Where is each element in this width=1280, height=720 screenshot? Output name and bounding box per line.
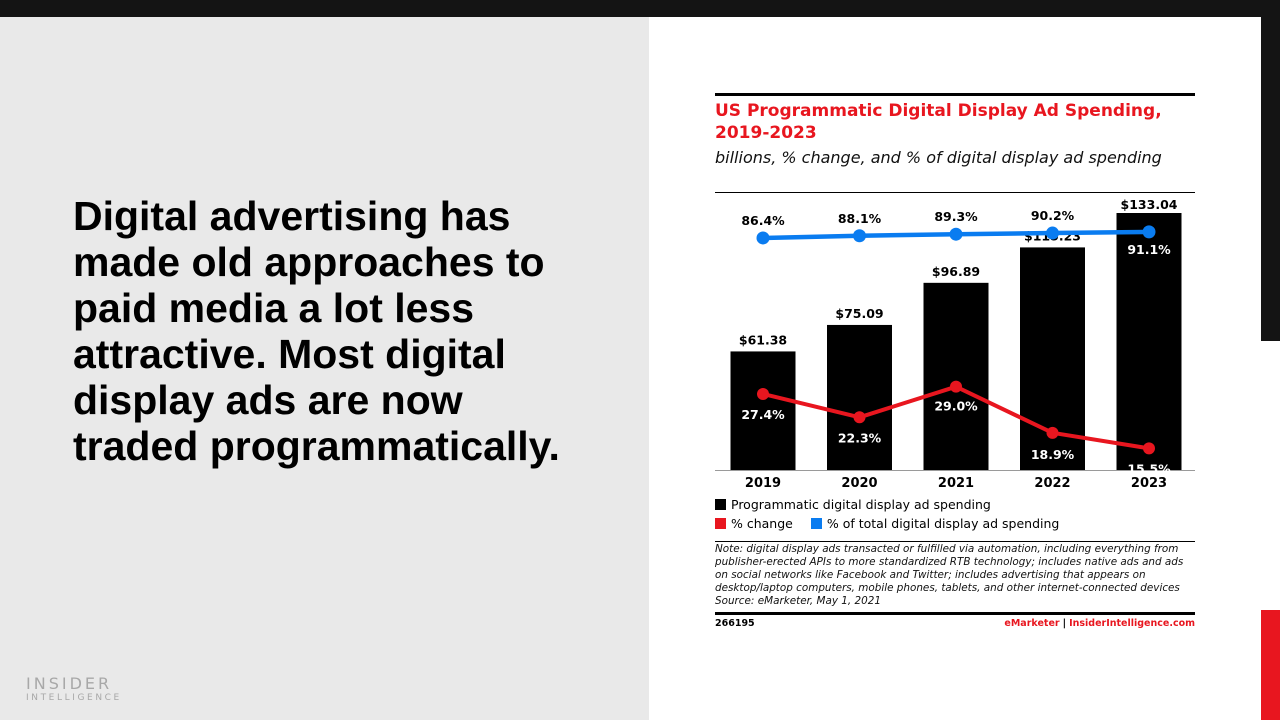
x-tick-label-2021: 2021 (938, 476, 974, 491)
brand-emarketer: eMarketer (1004, 618, 1060, 629)
share-label-2020: 88.1% (838, 211, 882, 226)
bar-value-label-2019: $61.38 (739, 332, 787, 347)
bar-value-label-2021: $96.89 (932, 264, 980, 279)
bar-2023 (1116, 213, 1182, 470)
chart-subtitle: billions, % change, and % of digital dis… (715, 148, 1162, 167)
change-point-2019 (757, 387, 769, 400)
share-point-2022 (1046, 226, 1059, 240)
logo-top-text: INSIDER (26, 674, 113, 693)
legend-swatch-share (810, 518, 822, 529)
legend-item-bar: Programmatic digital display ad spending (715, 497, 991, 512)
x-tick-label-2019: 2019 (745, 476, 781, 491)
legend-item-change: % change (715, 516, 793, 531)
legend-row-2: % change % of total digital display ad s… (715, 516, 1073, 531)
legend-label-change: % change (731, 516, 793, 531)
insider-intelligence-logo: INSIDER INTELLIGENCE (26, 675, 122, 704)
bar-2021 (923, 282, 989, 470)
legend-swatch-bar (715, 499, 726, 510)
top-bar (0, 0, 1280, 17)
chart-id: 266195 (715, 618, 755, 629)
share-point-2019 (756, 231, 770, 245)
chart-plot: $61.38$75.09$96.89$115.23$133.0427.4%22.… (715, 197, 1195, 491)
edge-accent-white (1261, 341, 1280, 610)
change-point-2021 (950, 380, 962, 393)
chart-note: Note: digital display ads transacted or … (715, 543, 1195, 608)
chart-top-rule (715, 93, 1195, 96)
x-tick-label-2022: 2022 (1034, 476, 1070, 491)
legend-row-1: Programmatic digital display ad spending (715, 497, 1005, 512)
chart-header-rule (715, 192, 1195, 193)
chart-title: US Programmatic Digital Display Ad Spend… (715, 101, 1162, 143)
x-tick-label-2023: 2023 (1131, 476, 1167, 491)
change-label-2020: 22.3% (838, 430, 882, 445)
x-tick-label-2020: 2020 (841, 476, 877, 491)
legend-swatch-change (715, 518, 726, 529)
legend-label-share: % of total digital display ad spending (826, 516, 1060, 531)
legend-item-share: % of total digital display ad spending (810, 516, 1060, 531)
share-label-2023: 91.1% (1127, 242, 1171, 257)
change-label-2023: 15.5% (1127, 461, 1171, 476)
change-point-2022 (1046, 426, 1059, 439)
share-point-2021 (949, 227, 963, 241)
left-panel (0, 17, 649, 720)
change-label-2022: 18.9% (1031, 447, 1075, 462)
share-point-2020 (853, 229, 866, 243)
logo-bottom-text: INTELLIGENCE (26, 693, 122, 703)
change-point-2023 (1143, 442, 1155, 455)
legend-label-bar: Programmatic digital display ad spending (731, 497, 991, 512)
brand-insider-intelligence: InsiderIntelligence.com (1069, 618, 1195, 629)
footer-rule (715, 612, 1195, 615)
slide-headline: Digital advertising has made old approac… (73, 193, 560, 469)
share-point-2023 (1142, 225, 1156, 239)
change-label-2019: 27.4% (741, 407, 785, 422)
chart-note-text: Note: digital display ads transacted or … (715, 543, 1184, 594)
share-label-2022: 90.2% (1031, 208, 1075, 223)
share-label-2019: 86.4% (741, 213, 785, 228)
brand-separator: | (1062, 618, 1067, 629)
edge-accent-red (1261, 610, 1280, 720)
bar-value-label-2023: $133.04 (1121, 197, 1178, 212)
bar-value-label-2020: $75.09 (835, 306, 883, 321)
note-rule (715, 541, 1195, 542)
edge-accent-black (1261, 17, 1280, 341)
change-point-2020 (853, 411, 866, 424)
share-label-2021: 89.3% (934, 209, 978, 224)
change-label-2021: 29.0% (934, 399, 978, 414)
chart-source: Source: eMarketer, May 1, 2021 (715, 595, 881, 607)
source-brand: eMarketer | InsiderIntelligence.com (900, 618, 1195, 629)
bar-2019 (730, 351, 796, 470)
bar-2020 (827, 324, 892, 470)
